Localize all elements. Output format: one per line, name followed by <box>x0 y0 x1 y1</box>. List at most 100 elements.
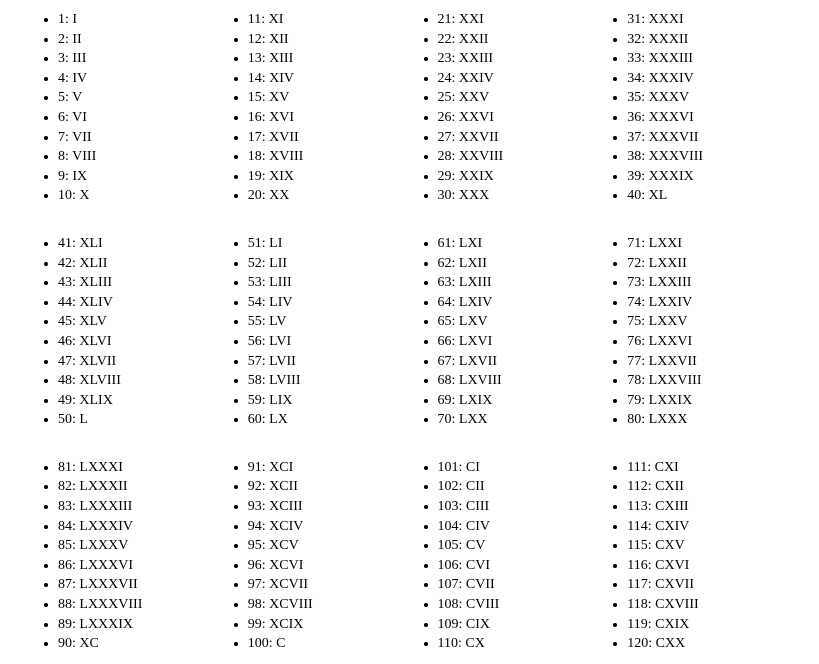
list-item: 4: IV <box>58 69 220 89</box>
arabic-number: 114 <box>627 519 647 534</box>
roman-numeral: LXXX <box>649 412 688 427</box>
separator: : <box>459 577 466 592</box>
roman-numeral: XI <box>269 12 284 27</box>
arabic-number: 97 <box>248 577 262 592</box>
arabic-number: 41 <box>58 236 72 251</box>
list-item: 95: XCV <box>248 536 410 556</box>
arabic-number: 58 <box>248 373 262 388</box>
row: 41: XLI42: XLII43: XLIII44: XLIV45: XLV4… <box>30 234 789 430</box>
list-item: 74: LXXIV <box>627 293 789 313</box>
separator: : <box>459 558 466 573</box>
list-item: 25: XXV <box>438 88 600 108</box>
roman-numeral: XVIII <box>269 149 303 164</box>
numeral-list: 71: LXXI72: LXXII73: LXXIII74: LXXIV75: … <box>599 234 789 430</box>
list-item: 86: LXXXVI <box>58 556 220 576</box>
arabic-number: 87 <box>58 577 72 592</box>
separator: : <box>641 295 648 310</box>
separator: : <box>641 169 648 184</box>
arabic-number: 26 <box>438 110 452 125</box>
arabic-number: 16 <box>248 110 262 125</box>
list-item: 98: XCVIII <box>248 595 410 615</box>
separator: : <box>452 51 459 66</box>
list-item: 11: XI <box>248 10 410 30</box>
roman-numeral: XLVI <box>79 334 111 349</box>
roman-numeral: XXIX <box>459 169 494 184</box>
arabic-number: 67 <box>438 354 452 369</box>
arabic-number: 112 <box>627 479 647 494</box>
separator: : <box>641 149 648 164</box>
separator: : <box>452 110 459 125</box>
list-item: 3: III <box>58 49 220 69</box>
arabic-number: 96 <box>248 558 262 573</box>
separator: : <box>648 636 655 651</box>
separator: : <box>641 314 648 329</box>
arabic-number: 62 <box>438 256 452 271</box>
roman-numeral: CXIV <box>655 519 689 534</box>
list-item: 32: XXXII <box>627 30 789 50</box>
roman-numeral: XLVIII <box>79 373 120 388</box>
list-item: 64: LXIV <box>438 293 600 313</box>
arabic-number: 24 <box>438 71 452 86</box>
arabic-number: 99 <box>248 617 262 632</box>
arabic-number: 7 <box>58 130 65 145</box>
arabic-number: 116 <box>627 558 647 573</box>
separator: : <box>452 32 459 47</box>
arabic-number: 73 <box>627 275 641 290</box>
list-item: 77: LXXVII <box>627 352 789 372</box>
list-item: 8: VIII <box>58 147 220 167</box>
arabic-number: 39 <box>627 169 641 184</box>
roman-numeral: CXVI <box>655 558 689 573</box>
roman-numeral: LXXIII <box>649 275 692 290</box>
separator: : <box>459 499 466 514</box>
list-item: 96: XCVI <box>248 556 410 576</box>
column: 101: CI102: CII103: CIII104: CIV105: CV1… <box>410 458 600 654</box>
roman-numeral: LXXV <box>649 314 688 329</box>
separator: : <box>641 32 648 47</box>
roman-numeral: XXVI <box>459 110 494 125</box>
column: 91: XCI92: XCII93: XCIII94: XCIV95: XCV9… <box>220 458 410 654</box>
roman-numeral: XXVII <box>459 130 499 145</box>
roman-numeral: XXXV <box>649 90 689 105</box>
arabic-number: 6 <box>58 110 65 125</box>
list-item: 58: LVIII <box>248 371 410 391</box>
list-item: 10: X <box>58 186 220 206</box>
arabic-number: 18 <box>248 149 262 164</box>
arabic-number: 25 <box>438 90 452 105</box>
list-item: 51: LI <box>248 234 410 254</box>
roman-numeral: XXV <box>459 90 489 105</box>
list-item: 91: XCI <box>248 458 410 478</box>
list-item: 46: XLVI <box>58 332 220 352</box>
list-item: 61: LXI <box>438 234 600 254</box>
list-item: 110: CX <box>438 634 600 654</box>
column: 61: LXI62: LXII63: LXIII64: LXIV65: LXV6… <box>410 234 600 430</box>
roman-numeral: XC <box>79 636 98 651</box>
roman-numeral: XXXVIII <box>649 149 703 164</box>
arabic-number: 85 <box>58 538 72 553</box>
list-item: 115: CXV <box>627 536 789 556</box>
arabic-number: 52 <box>248 256 262 271</box>
roman-numeral: LXI <box>459 236 482 251</box>
roman-numeral: CI <box>466 460 480 475</box>
list-item: 24: XXIV <box>438 69 600 89</box>
arabic-number: 55 <box>248 314 262 329</box>
list-item: 21: XXI <box>438 10 600 30</box>
list-item: 38: XXXVIII <box>627 147 789 167</box>
arabic-number: 14 <box>248 71 262 86</box>
list-item: 117: CXVII <box>627 575 789 595</box>
separator: : <box>452 71 459 86</box>
list-item: 48: XLVIII <box>58 371 220 391</box>
arabic-number: 118 <box>627 597 647 612</box>
separator: : <box>641 90 648 105</box>
list-item: 50: L <box>58 410 220 430</box>
arabic-number: 23 <box>438 51 452 66</box>
arabic-number: 27 <box>438 130 452 145</box>
arabic-number: 111 <box>627 460 647 475</box>
roman-numeral-grid: 1: I2: II3: III4: IV5: V6: VI7: VII8: VI… <box>30 10 789 654</box>
arabic-number: 19 <box>248 169 262 184</box>
arabic-number: 34 <box>627 71 641 86</box>
roman-numeral: CV <box>466 538 485 553</box>
roman-numeral: XXX <box>459 188 489 203</box>
roman-numeral: LXVII <box>459 354 497 369</box>
arabic-number: 13 <box>248 51 262 66</box>
list-item: 120: CXX <box>627 634 789 654</box>
